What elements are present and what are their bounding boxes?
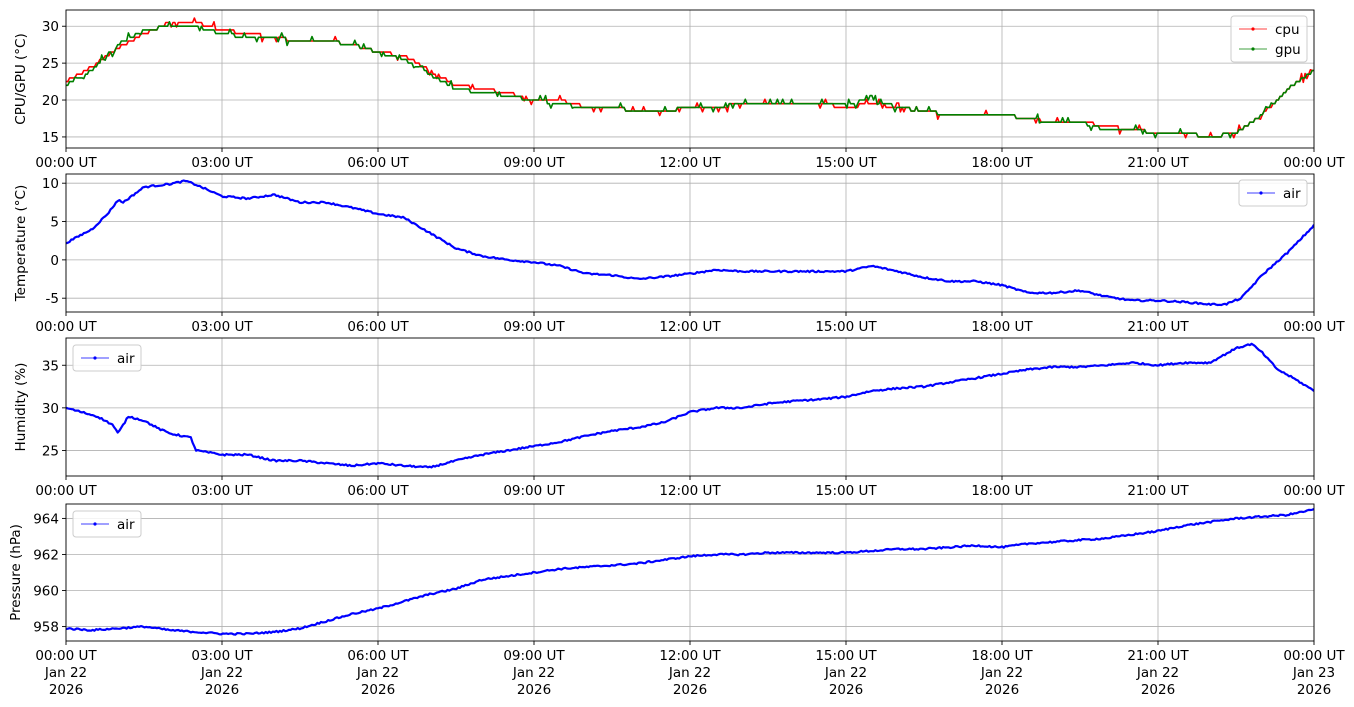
x-date-label: Jan 22 — [824, 665, 867, 681]
legend: air — [1238, 179, 1308, 207]
x-tick-label: 00:00 UT — [35, 483, 97, 499]
x-tick-label: 12:00 UT — [659, 483, 721, 499]
legend: cpu gpu — [1230, 15, 1308, 63]
legend-box — [1230, 15, 1308, 63]
x-date-label: Jan 22 — [44, 665, 87, 681]
x-date-label: Jan 23 — [1292, 665, 1335, 681]
x-tick-label: 06:00 UT — [347, 319, 409, 335]
x-tick-label: 12:00 UT — [659, 319, 721, 335]
x-date-label: 2026 — [829, 682, 863, 698]
series-line-gpu — [66, 20, 1314, 139]
x-tick-label: 12:00 UT — [659, 155, 721, 171]
x-date-label: Jan 22 — [512, 665, 555, 681]
x-tick-label: 21:00 UT — [1127, 319, 1189, 335]
x-date-label: Jan 22 — [668, 665, 711, 681]
y-tick-label: 10 — [42, 176, 59, 192]
legend-marker-air — [1259, 191, 1263, 195]
legend-marker-cpu — [1251, 27, 1255, 31]
y-axis-label: CPU/GPU (°C) — [13, 33, 29, 124]
y-tick-label: 25 — [42, 443, 59, 459]
legend-label-gpu: gpu — [1275, 42, 1301, 58]
x-date-label: 2026 — [1141, 682, 1175, 698]
x-date-label: 2026 — [1297, 682, 1331, 698]
legend-label-cpu: cpu — [1275, 22, 1300, 38]
x-tick-label: 00:00 UT — [35, 648, 97, 664]
x-tick-label: 21:00 UT — [1127, 155, 1189, 171]
x-tick-label: 00:00 UT — [1283, 155, 1345, 171]
x-date-label: 2026 — [985, 682, 1019, 698]
y-tick-label: 30 — [42, 19, 59, 35]
x-tick-label: 03:00 UT — [191, 319, 253, 335]
y-tick-label: 5 — [50, 215, 59, 231]
legend: air — [72, 510, 142, 538]
legend-marker-air — [93, 356, 97, 360]
y-tick-label: 958 — [33, 620, 59, 636]
x-date-label: Jan 22 — [1136, 665, 1179, 681]
x-tick-label: 00:00 UT — [1283, 319, 1345, 335]
x-tick-label: 00:00 UT — [35, 155, 97, 171]
x-tick-label: 00:00 UT — [35, 319, 97, 335]
x-tick-label: 00:00 UT — [1283, 483, 1345, 499]
y-axis-label: Pressure (hPa) — [8, 524, 24, 621]
y-tick-label: -5 — [46, 291, 59, 307]
x-tick-label: 09:00 UT — [503, 155, 565, 171]
panel-1: 15 20 25 30 00:00 UT 03:00 UT 06:00 UT 09:00 UT… — [13, 9, 1345, 171]
x-date-label: 2026 — [49, 682, 83, 698]
x-tick-label: 18:00 UT — [971, 483, 1033, 499]
x-date-label: 2026 — [361, 682, 395, 698]
legend-marker-air — [93, 522, 97, 526]
series-line-air — [66, 179, 1314, 307]
x-tick-label: 09:00 UT — [503, 319, 565, 335]
x-tick-label: 06:00 UT — [347, 648, 409, 664]
x-tick-label: 09:00 UT — [503, 648, 565, 664]
y-tick-label: 30 — [42, 401, 59, 417]
x-tick-label: 09:00 UT — [503, 483, 565, 499]
y-tick-label: 20 — [42, 93, 59, 109]
legend-label-air: air — [117, 517, 135, 533]
x-tick-label: 12:00 UT — [659, 648, 721, 664]
x-date-label: 2026 — [205, 682, 239, 698]
x-date-label: Jan 22 — [980, 665, 1023, 681]
x-date-label: Jan 22 — [356, 665, 399, 681]
x-tick-label: 21:00 UT — [1127, 648, 1189, 664]
x-tick-label: 18:00 UT — [971, 155, 1033, 171]
x-date-label: 2026 — [517, 682, 551, 698]
y-tick-label: 0 — [50, 253, 59, 269]
y-axis-label: Humidity (%) — [13, 363, 29, 452]
panel-2: -5 0 5 10 00:00 UT 03:00 UT 06:00 UT 09:00 UT 12… — [13, 173, 1345, 335]
x-tick-label: 06:00 UT — [347, 155, 409, 171]
x-tick-label: 21:00 UT — [1127, 483, 1189, 499]
y-tick-label: 35 — [42, 358, 59, 374]
x-date-label: 2026 — [673, 682, 707, 698]
y-tick-label: 25 — [42, 56, 59, 72]
x-tick-label: 03:00 UT — [191, 483, 253, 499]
x-tick-label: 15:00 UT — [815, 155, 877, 171]
y-tick-label: 964 — [33, 511, 59, 527]
y-tick-label: 15 — [42, 130, 59, 146]
legend-marker-gpu — [1251, 47, 1255, 51]
y-tick-label: 962 — [33, 547, 59, 563]
x-tick-label: 03:00 UT — [191, 648, 253, 664]
x-tick-label: 18:00 UT — [971, 648, 1033, 664]
x-tick-label: 15:00 UT — [815, 319, 877, 335]
legend-label-air: air — [117, 351, 135, 367]
y-tick-label: 960 — [33, 584, 59, 600]
x-tick-label: 06:00 UT — [347, 483, 409, 499]
legend-label-air: air — [1283, 186, 1301, 202]
x-tick-label: 15:00 UT — [815, 648, 877, 664]
y-axis-label: Temperature (°C) — [13, 185, 29, 303]
x-tick-label: 03:00 UT — [191, 155, 253, 171]
series-line-air — [66, 507, 1314, 636]
x-tick-label: 15:00 UT — [815, 483, 877, 499]
legend: air — [72, 344, 142, 372]
x-tick-label: 00:00 UT — [1283, 648, 1345, 664]
x-date-label: Jan 22 — [200, 665, 243, 681]
panel-3: 25 30 35 00:00 UT 03:00 UT 06:00 UT 09:00 UT 12… — [13, 337, 1345, 499]
series-line-air — [66, 342, 1314, 469]
x-tick-label: 18:00 UT — [971, 319, 1033, 335]
